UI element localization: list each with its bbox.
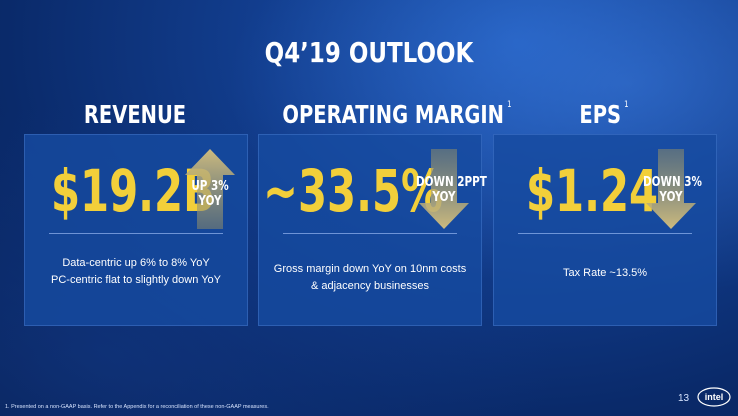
heading-eps-label: EPS	[579, 100, 622, 129]
operating-margin-notes: Gross margin down YoY on 10nm costs & ad…	[259, 261, 481, 295]
footnote: 1. Presented on a non-GAAP basis. Refer …	[5, 404, 269, 410]
operating-margin-value: ~33.5%	[263, 157, 443, 225]
eps-value: $1.24	[526, 157, 659, 225]
heading-revenue-label: REVENUE	[83, 100, 187, 129]
heading-revenue: REVENUE	[48, 100, 221, 129]
revenue-delta: UP 3% YOY	[190, 179, 230, 209]
down-arrow-icon	[419, 149, 469, 229]
revenue-divider	[49, 233, 223, 234]
heading-operating-margin-label: OPERATING MARGIN	[282, 100, 504, 129]
intel-logo-icon: intel	[697, 387, 731, 407]
operating-margin-panel: ~33.5% DOWN 2PPT YOY Gross margin down Y…	[258, 134, 487, 326]
revenue-panel: $19.2B UP 3% YOY Data-centric up 6% to 8…	[24, 134, 248, 326]
operating-margin-divider	[283, 233, 457, 234]
revenue-notes: Data-centric up 6% to 8% YoY PC-centric …	[25, 255, 247, 289]
revenue-value: $19.2B	[51, 157, 215, 225]
intel-logo-text: intel	[705, 392, 724, 402]
revenue-note-2: PC-centric flat to slightly down YoY	[51, 274, 221, 286]
operating-margin-note-2: & adjacency businesses	[310, 280, 429, 292]
heading-operating-margin-footnote-marker: 1	[507, 100, 512, 110]
revenue-delta-line2: YOY	[198, 194, 222, 209]
eps-note-1: Tax Rate ~13.5%	[562, 267, 648, 279]
up-arrow-icon	[185, 149, 235, 229]
heading-eps-footnote-marker: 1	[624, 100, 629, 110]
eps-notes: Tax Rate ~13.5%	[494, 265, 716, 282]
operating-margin-delta: DOWN 2PPT YOY	[416, 175, 487, 205]
page-number: 13	[678, 393, 690, 404]
eps-delta-line1: DOWN 3%	[643, 175, 702, 190]
eps-panel: $1.24 DOWN 3% YOY Tax Rate ~13.5%	[493, 134, 717, 326]
eps-delta: DOWN 3% YOY	[643, 175, 702, 205]
revenue-note-1: Data-centric up 6% to 8% YoY	[62, 257, 210, 269]
down-arrow-icon	[646, 149, 696, 229]
eps-delta-line2: YOY	[659, 190, 683, 205]
revenue-delta-line1: UP 3%	[191, 179, 229, 194]
heading-eps: EPS 1	[517, 100, 690, 129]
eps-divider	[518, 233, 692, 234]
heading-operating-margin: OPERATING MARGIN 1	[282, 100, 511, 129]
slide-title: Q4’19 OUTLOOK	[264, 36, 474, 69]
operating-margin-delta-line1: DOWN 2PPT	[416, 175, 487, 190]
operating-margin-note-1: Gross margin down YoY on 10nm costs	[273, 263, 467, 275]
operating-margin-delta-line2: YOY	[432, 190, 456, 205]
